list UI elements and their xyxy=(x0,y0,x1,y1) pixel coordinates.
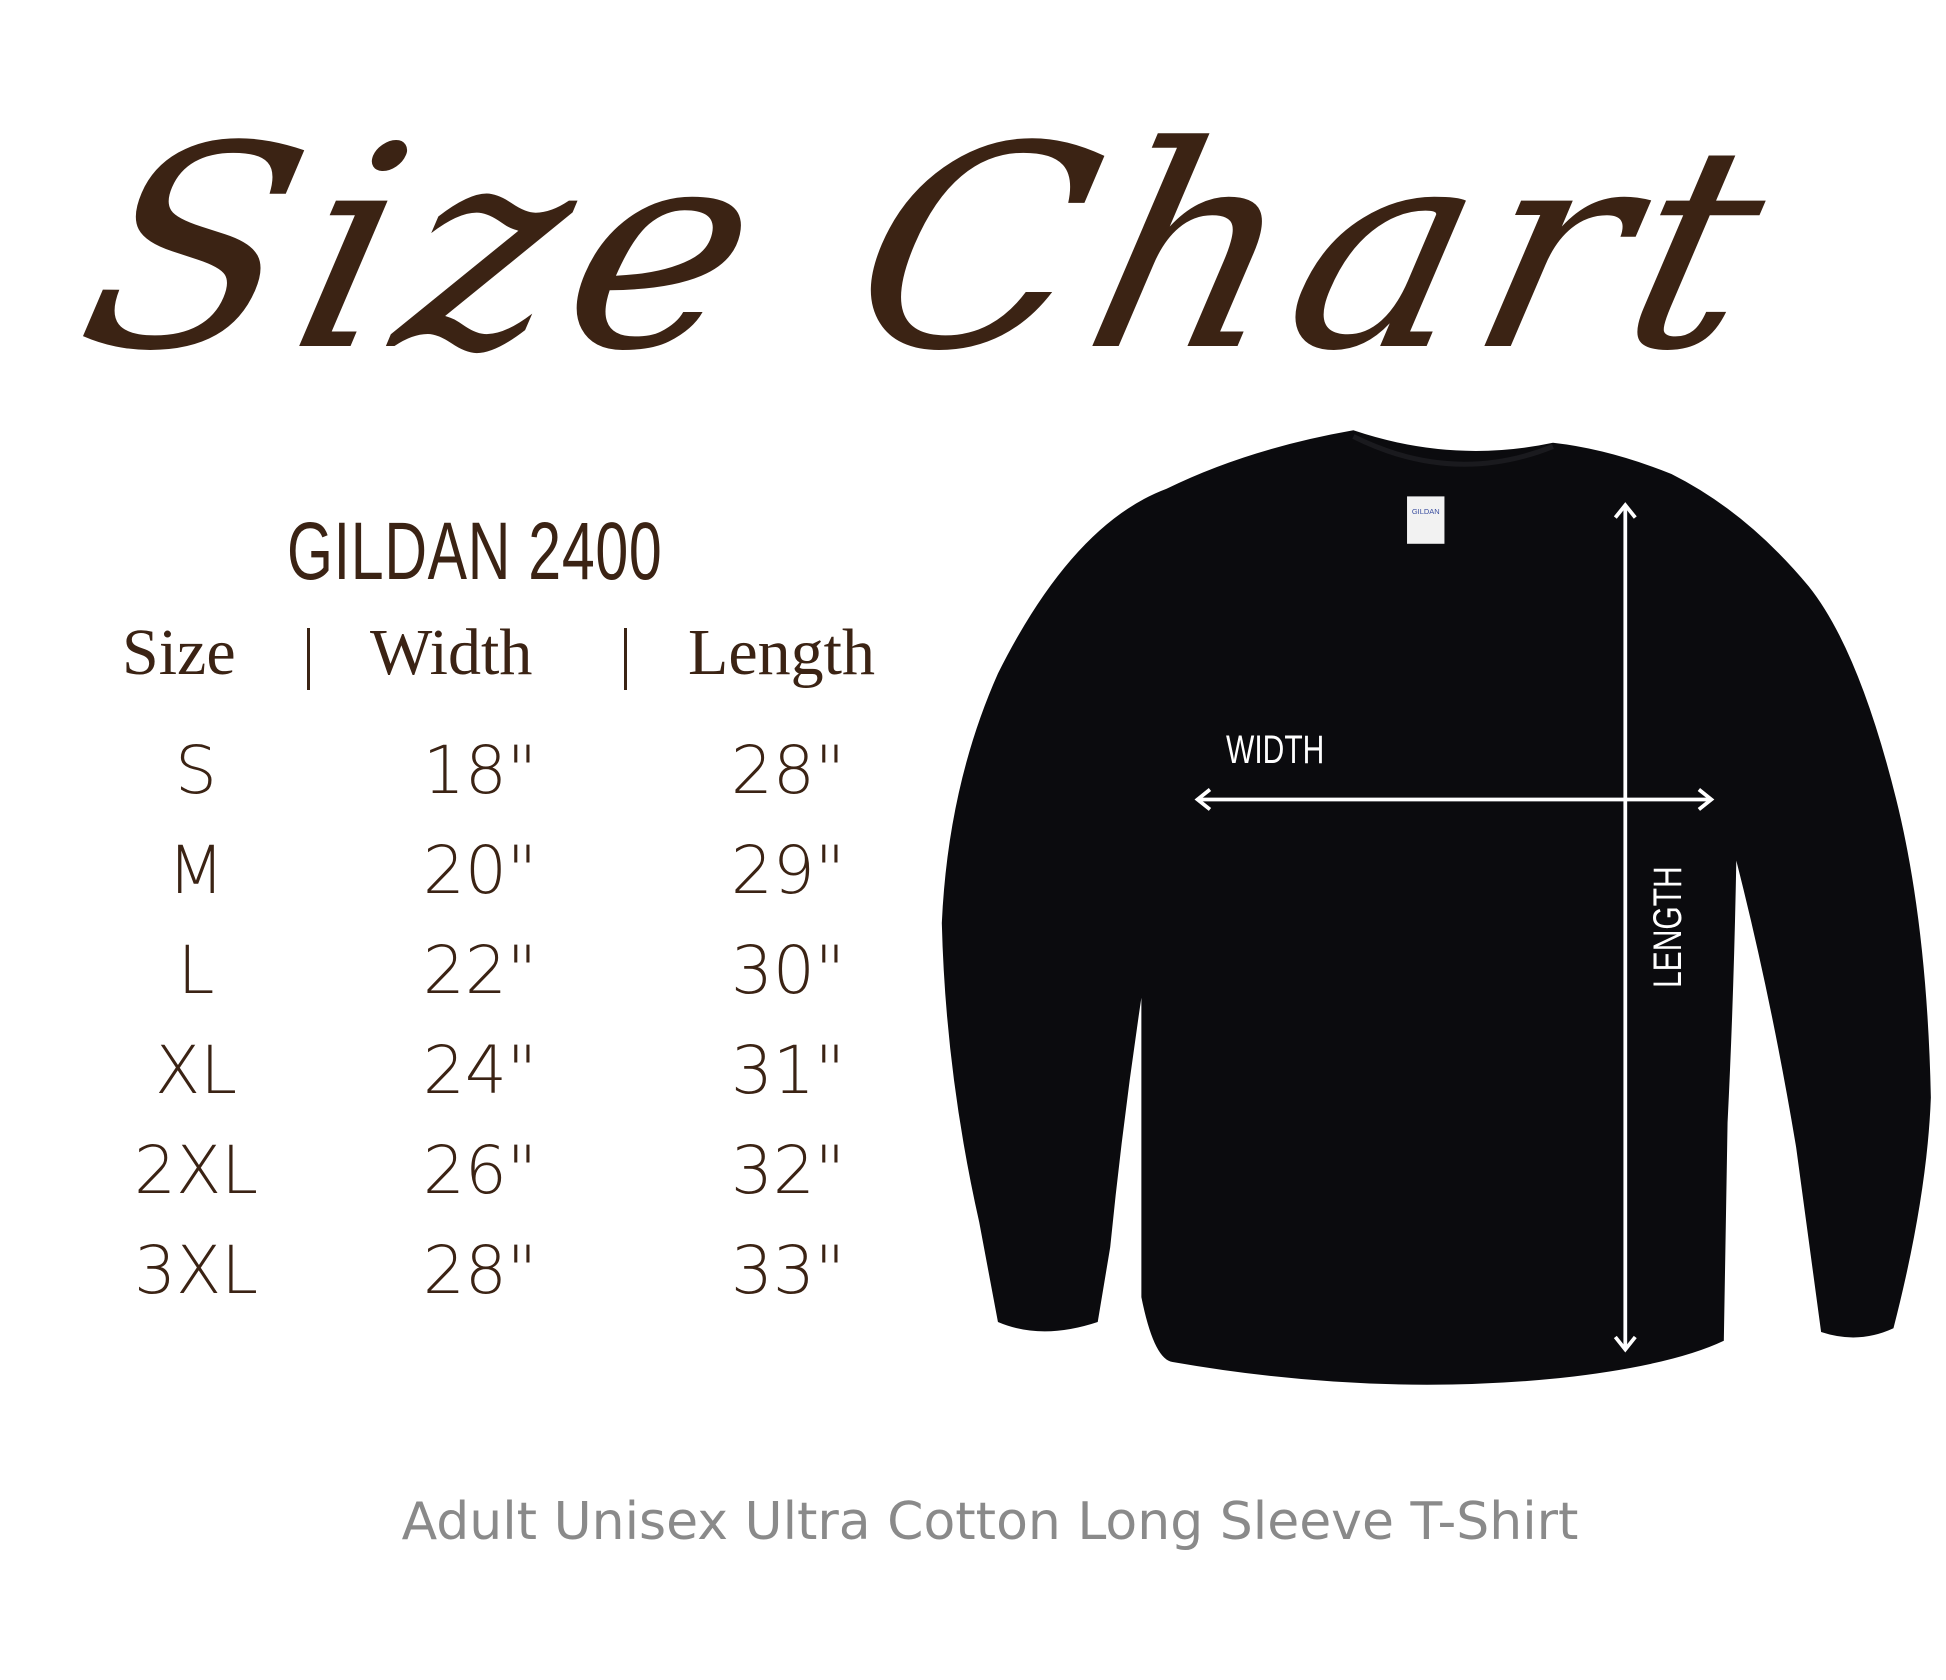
length-cell: 32" xyxy=(730,1132,846,1209)
size-cell: S xyxy=(175,732,217,809)
width-cell: 26" xyxy=(422,1132,538,1209)
shirt-tag-text: GILDAN xyxy=(1412,507,1440,516)
width-cell: 22" xyxy=(422,932,538,1009)
width-cell: 24" xyxy=(422,1032,538,1109)
length-cell: 30" xyxy=(730,932,846,1009)
length-arrow xyxy=(1613,502,1637,1353)
size-cell: 3XL xyxy=(134,1232,258,1309)
length-cell: 31" xyxy=(730,1032,846,1109)
length-cell: 28" xyxy=(730,732,846,809)
length-label: LENGTH xyxy=(1646,866,1690,988)
product-caption: Adult Unisex Ultra Cotton Long Sleeve T-… xyxy=(401,1492,1579,1552)
width-cell: 18" xyxy=(422,732,538,809)
size-cell: L xyxy=(177,932,215,1009)
width-label: WIDTH xyxy=(1226,728,1325,772)
header-divider xyxy=(307,628,310,690)
header-width: Width xyxy=(370,616,533,689)
size-cell: XL xyxy=(155,1032,237,1109)
width-cell: 20" xyxy=(422,832,538,909)
shirt-shape xyxy=(941,430,1931,1385)
model-name: GILDAN 2400 xyxy=(287,506,663,597)
width-cell: 28" xyxy=(422,1232,538,1309)
shirt-tag xyxy=(1407,496,1445,544)
size-cell: 2XL xyxy=(134,1132,258,1209)
header-size: Size xyxy=(122,616,236,689)
size-cell: M xyxy=(167,832,225,909)
header-length: Length xyxy=(688,616,875,689)
header-divider xyxy=(624,628,627,690)
length-cell: 29" xyxy=(730,832,846,909)
length-cell: 33" xyxy=(730,1232,846,1309)
